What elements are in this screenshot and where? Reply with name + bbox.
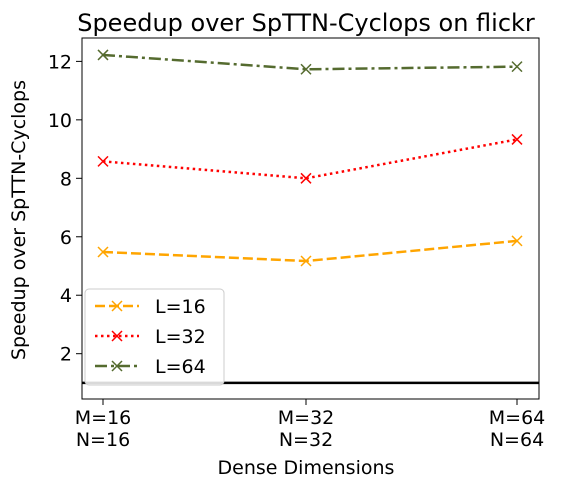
x-axis: M=16N=16 M=32N=32 M=64N=64: [75, 399, 546, 451]
y-tick-label: 6: [60, 227, 72, 249]
series-line: [102, 138, 518, 180]
y-tick-label: 12: [48, 51, 72, 73]
data-point-marker: [97, 155, 109, 167]
data-point-marker: [511, 133, 523, 145]
x-tick-label: M=32: [278, 407, 335, 429]
series-line: [102, 53, 518, 71]
y-axis-label: Speedup over SpTTN-Cyclops: [8, 80, 30, 360]
y-axis: 2 4 6 8 10 12: [48, 51, 82, 366]
legend-label: L=16: [155, 296, 206, 318]
plot-frame: [81, 37, 540, 400]
y-tick-label: 10: [48, 110, 72, 132]
data-point-marker: [300, 255, 312, 267]
data-point-marker: [300, 63, 312, 75]
chart-title: Speedup over SpTTN-Cyclops on flickr: [77, 9, 535, 37]
legend-marker: [111, 300, 123, 312]
legend-label: L=32: [155, 326, 206, 348]
data-point-marker: [97, 246, 109, 258]
data-point-marker: [511, 235, 523, 247]
data-point-marker: [300, 172, 312, 184]
y-tick-label: 8: [60, 168, 72, 190]
x-axis-label: Dense Dimensions: [218, 457, 395, 479]
y-tick-label: 2: [60, 344, 72, 366]
data-point-marker: [511, 61, 523, 73]
x-tick-label: N=16: [76, 429, 130, 451]
legend-box: [84, 288, 225, 386]
x-tick-label: M=16: [75, 407, 132, 429]
x-tick-label: N=32: [279, 429, 333, 451]
y-tick-label: 4: [60, 285, 72, 307]
legend-marker: [111, 330, 123, 342]
data-point-marker: [97, 49, 109, 61]
legend-label: L=64: [155, 356, 206, 378]
x-tick-label: M=64: [489, 407, 546, 429]
series-group: [97, 49, 523, 267]
legend: L=16 L=32 L=64: [84, 288, 225, 386]
legend-marker: [111, 360, 123, 372]
x-tick-label: N=64: [490, 429, 544, 451]
